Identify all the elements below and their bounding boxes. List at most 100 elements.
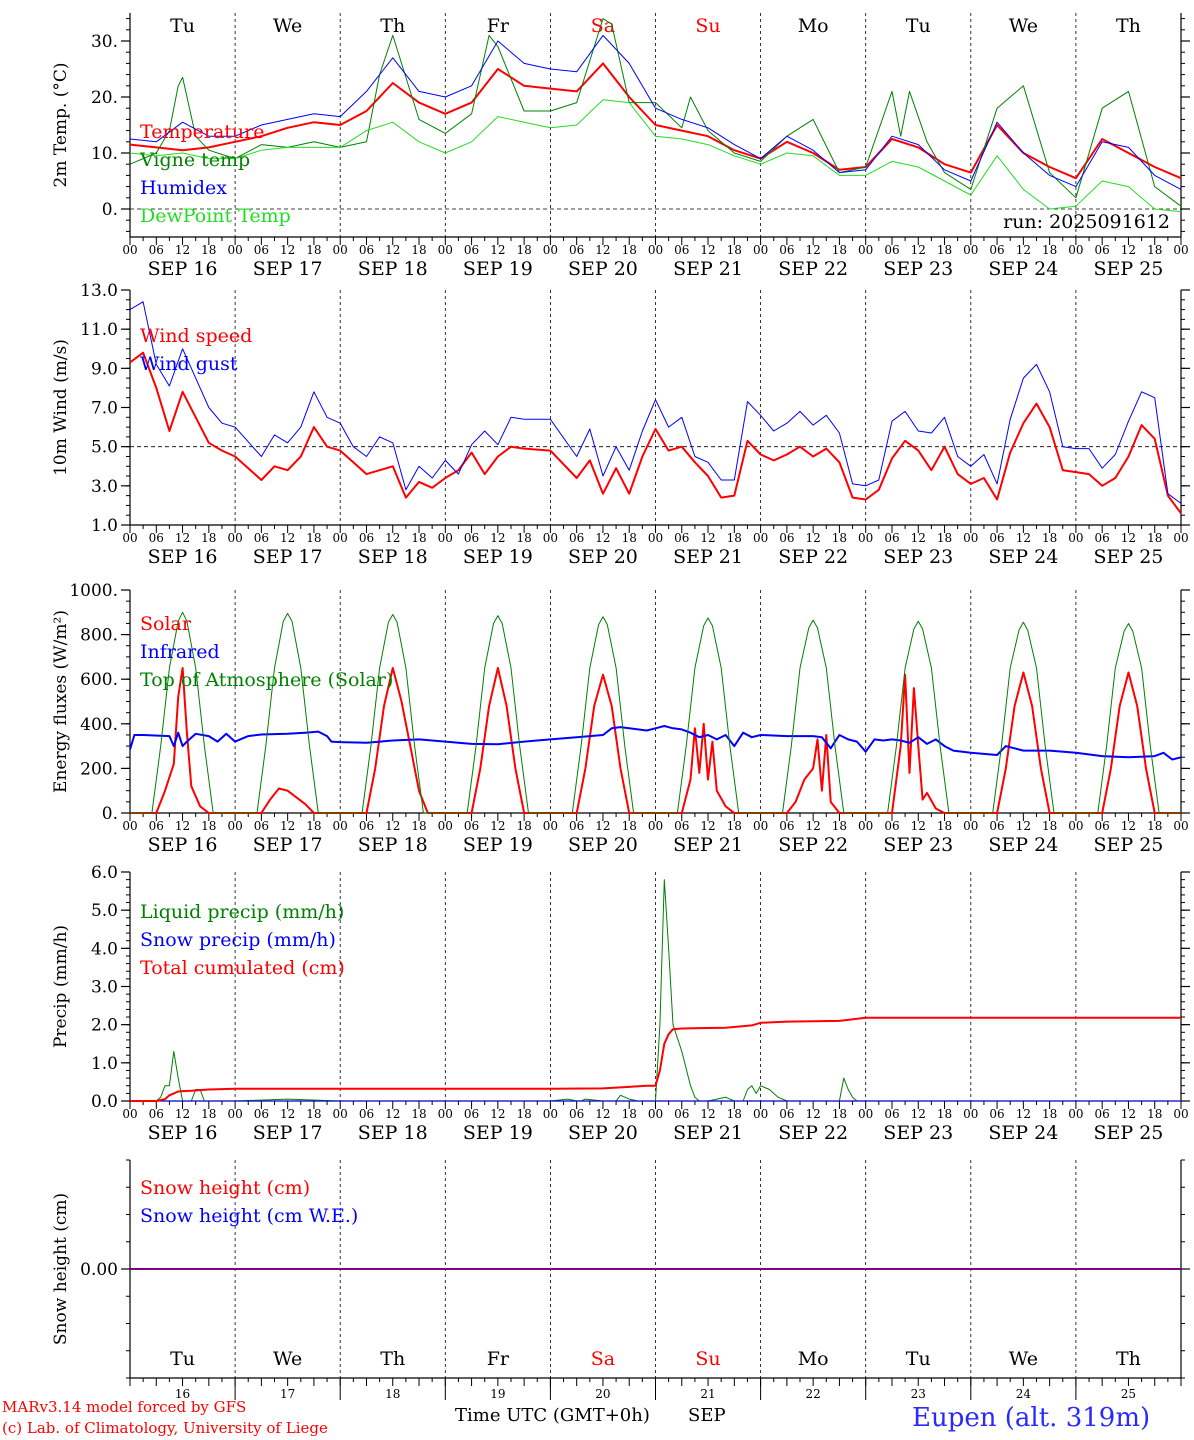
weekday-label: Fr <box>487 1348 510 1370</box>
day-number-label: 17 <box>280 1387 295 1401</box>
x-hour-label: 00 <box>543 1107 558 1121</box>
x-hour-label: 06 <box>989 531 1004 545</box>
x-hour-label: 06 <box>254 243 269 257</box>
x-hour-label: 12 <box>490 531 505 545</box>
legend-entry: Vigne temp <box>139 149 250 171</box>
x-hour-label: 18 <box>727 243 742 257</box>
y-tick-label: 1000. <box>69 581 118 601</box>
x-hour-label: 00 <box>1173 819 1188 833</box>
x-hour-label: 18 <box>832 243 847 257</box>
x-day-label: SEP 19 <box>463 546 533 568</box>
x-hour-label: 18 <box>1147 531 1162 545</box>
legend-entry: Wind speed <box>140 325 252 347</box>
x-hour-label: 00 <box>963 819 978 833</box>
x-hour-label: 18 <box>622 531 637 545</box>
x-hour-label: 00 <box>122 819 137 833</box>
x-day-label: SEP 18 <box>358 546 428 568</box>
x-hour-label: 18 <box>832 1107 847 1121</box>
x-day-label: SEP 17 <box>253 1122 323 1144</box>
x-hour-label: 12 <box>911 1107 926 1121</box>
legend-entry: Infrared <box>140 641 220 663</box>
x-hour-label: 18 <box>1147 243 1162 257</box>
weekday-label: Th <box>1116 15 1141 37</box>
panel-2: 1.0 3.0 5.0 7.0 9.0 11.0 13.0 10m Wind (m/s) 00 0… <box>51 281 1190 568</box>
x-day-label: SEP 22 <box>778 1122 848 1144</box>
x-hour-label: 00 <box>648 1107 663 1121</box>
y-tick-label: 30. <box>91 32 118 52</box>
x-hour-label: 00 <box>1068 531 1083 545</box>
x-day-label: SEP 25 <box>1094 546 1164 568</box>
y-tick-label: 3.0 <box>91 978 118 998</box>
y-tick-label: 800. <box>80 626 118 646</box>
x-hour-label: 06 <box>254 1107 269 1121</box>
x-day-label: SEP 23 <box>883 546 953 568</box>
x-hour-label: 12 <box>280 1107 295 1121</box>
y-tick-label: 200. <box>80 759 118 779</box>
weekday-label: Fr <box>487 15 510 37</box>
x-hour-label: 12 <box>175 531 190 545</box>
x-hour-label: 06 <box>674 243 689 257</box>
y-tick-label: 0. <box>102 804 118 824</box>
x-hour-label: 12 <box>1121 1107 1136 1121</box>
weekday-label: Tu <box>906 1348 931 1370</box>
y-tick-label: 2.0 <box>91 1016 118 1036</box>
y-tick-label: 10. <box>91 144 118 164</box>
x-hour-label: 06 <box>149 819 164 833</box>
x-day-label: SEP 16 <box>148 1122 218 1144</box>
y-tick-label: 7.0 <box>91 399 118 419</box>
x-hour-label: 12 <box>490 819 505 833</box>
x-hour-label: 06 <box>1095 243 1110 257</box>
x-day-label: SEP 18 <box>358 258 428 280</box>
x-hour-label: 18 <box>622 819 637 833</box>
x-hour-label: 18 <box>411 1107 426 1121</box>
y-tick-label: 1.0 <box>91 516 118 536</box>
x-hour-label: 00 <box>227 819 242 833</box>
x-hour-label: 18 <box>411 243 426 257</box>
x-hour-label: 00 <box>122 1107 137 1121</box>
x-hour-label: 06 <box>569 1107 584 1121</box>
x-hour-label: 12 <box>280 531 295 545</box>
x-hour-label: 18 <box>516 243 531 257</box>
x-hour-label: 06 <box>569 243 584 257</box>
x-hour-label: 06 <box>779 531 794 545</box>
weekday-label: Su <box>695 15 720 37</box>
x-hour-label: 00 <box>963 243 978 257</box>
x-hour-label: 12 <box>1016 243 1031 257</box>
x-hour-label: 00 <box>1173 243 1188 257</box>
x-hour-label: 06 <box>779 819 794 833</box>
x-hour-label: 00 <box>753 243 768 257</box>
day-number-label: 22 <box>806 1387 821 1401</box>
x-hour-label: 18 <box>411 531 426 545</box>
x-day-label: SEP 24 <box>988 258 1058 280</box>
y-axis-label: 2m Temp. (°C) <box>51 62 71 187</box>
x-hour-label: 18 <box>937 819 952 833</box>
x-hour-label: 00 <box>122 531 137 545</box>
weekday-label: We <box>1009 15 1038 37</box>
x-hour-label: 12 <box>1016 531 1031 545</box>
x-hour-label: 12 <box>595 819 610 833</box>
x-hour-label: 06 <box>149 243 164 257</box>
x-hour-label: 18 <box>727 531 742 545</box>
x-hour-label: 12 <box>806 531 821 545</box>
weekday-label: Sa <box>591 1348 615 1370</box>
x-hour-label: 18 <box>1042 1107 1057 1121</box>
x-day-label: SEP 23 <box>883 1122 953 1144</box>
panel-3: 0. 200. 400. 600. 800. 1000. Energy fluxes (W/… <box>51 581 1190 856</box>
x-hour-label: 00 <box>333 243 348 257</box>
x-day-label: SEP 24 <box>988 1122 1058 1144</box>
weekday-label: Th <box>380 1348 405 1370</box>
series-line-humidex <box>129 34 1182 190</box>
y-tick-label: 13.0 <box>80 281 118 301</box>
x-hour-label: 12 <box>175 819 190 833</box>
x-day-label: SEP 21 <box>673 258 743 280</box>
weekday-label: We <box>1009 1348 1038 1370</box>
day-number-label: 19 <box>490 1387 505 1401</box>
x-day-label: SEP 24 <box>988 546 1058 568</box>
x-hour-label: 12 <box>175 1107 190 1121</box>
x-hour-label: 12 <box>385 531 400 545</box>
x-hour-label: 00 <box>438 819 453 833</box>
x-hour-label: 00 <box>858 243 873 257</box>
x-hour-label: 18 <box>516 819 531 833</box>
x-hour-label: 00 <box>858 1107 873 1121</box>
